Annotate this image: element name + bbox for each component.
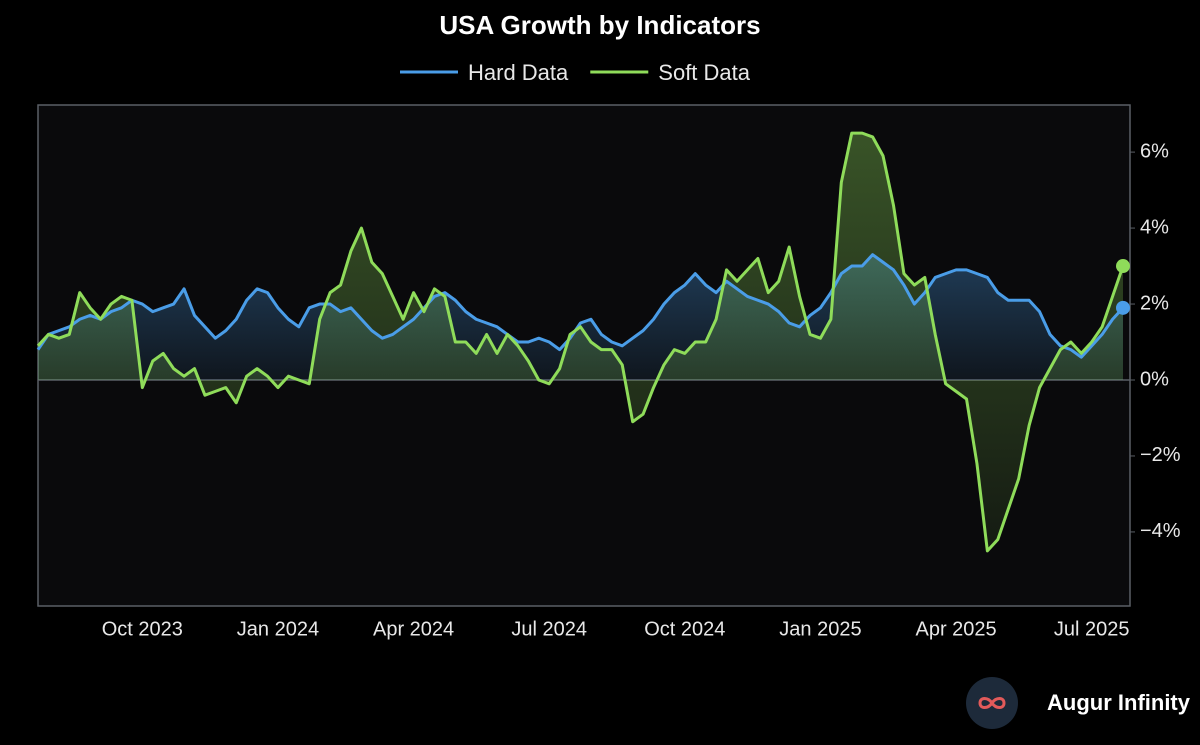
x-tick-label: Jul 2025 (1054, 618, 1130, 640)
y-tick-label: −2% (1140, 444, 1181, 466)
series-area (38, 133, 1123, 551)
x-tick-label: Oct 2024 (644, 618, 725, 640)
brand-name: Augur Infinity (1047, 690, 1191, 715)
legend-label: Soft Data (658, 60, 750, 85)
x-tick-label: Jan 2024 (237, 618, 319, 640)
y-tick-label: 2% (1140, 292, 1169, 314)
x-tick-label: Apr 2024 (373, 618, 454, 640)
end-point (1116, 300, 1130, 315)
x-tick-label: Jul 2024 (511, 618, 587, 640)
brand-icon (978, 697, 1006, 709)
y-tick-label: 6% (1140, 140, 1169, 162)
x-tick-label: Apr 2025 (915, 618, 996, 640)
y-tick-label: 4% (1140, 216, 1169, 238)
y-tick-label: 0% (1140, 368, 1169, 390)
series-line (36, 253, 1125, 359)
y-tick-label: −4% (1140, 520, 1181, 542)
x-tick-label: Jan 2025 (779, 618, 861, 640)
chart-title: USA Growth by Indicators (439, 10, 760, 40)
series-line (36, 131, 1125, 553)
legend-label: Hard Data (468, 60, 569, 85)
end-point (1116, 259, 1130, 274)
x-tick-label: Oct 2023 (102, 618, 183, 640)
